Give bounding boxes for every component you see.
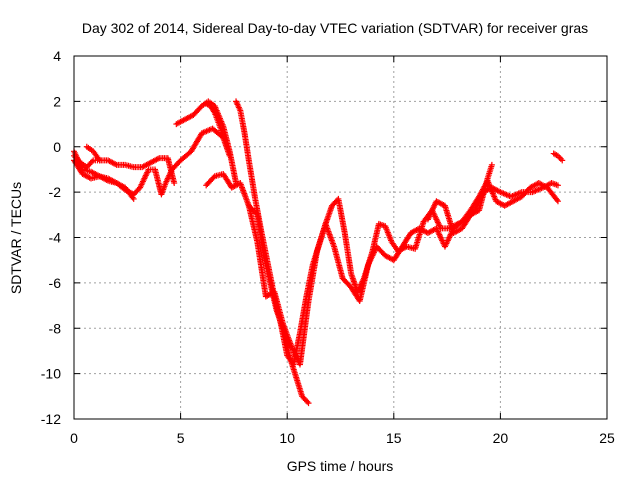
data-point-interp (88, 158, 95, 165)
x-tick-label: 15 (386, 430, 402, 446)
y-tick-label: -12 (41, 411, 61, 427)
y-tick-label: 4 (53, 48, 61, 64)
chart-title: Day 302 of 2014, Sidereal Day-to-day VTE… (82, 20, 588, 36)
data-point (171, 180, 178, 187)
series-track-i (245, 177, 561, 368)
x-tick-label: 25 (599, 430, 615, 446)
axis-ticks (73, 55, 608, 420)
y-tick-label: -10 (41, 366, 61, 382)
y-tick-label: -8 (49, 320, 62, 336)
data-point (488, 161, 495, 168)
data-point-interp (304, 398, 311, 405)
x-tick-labels: 0 5 10 15 20 25 (70, 430, 615, 446)
x-tick-label: 0 (70, 430, 78, 446)
y-tick-label: -4 (49, 230, 62, 246)
data-point (96, 157, 103, 164)
x-axis-label: GPS time / hours (287, 458, 394, 474)
data-point (222, 136, 229, 143)
y-axis-label: SDTVAR / TECUs (8, 182, 24, 294)
data-point (559, 157, 566, 164)
series-track-f (203, 100, 229, 143)
data-point (130, 195, 137, 202)
data-point (554, 198, 561, 205)
data-point-interp (553, 196, 560, 203)
x-tick-label: 10 (279, 430, 295, 446)
y-tick-label: 0 (53, 139, 61, 155)
y-tick-label: -2 (49, 184, 62, 200)
data-point (305, 400, 312, 407)
grid-lines (74, 56, 607, 419)
y-tick-label: -6 (49, 275, 62, 291)
series-track-c (71, 157, 137, 202)
series-track-k (550, 150, 566, 164)
x-tick-label: 20 (493, 430, 509, 446)
data-points (71, 98, 566, 407)
data-point (554, 182, 561, 189)
series-track-j (424, 161, 495, 236)
y-tick-labels: 4 2 0 -2 -4 -6 -8 -10 -12 (41, 48, 61, 427)
series-track-d (83, 143, 103, 164)
y-tick-label: 2 (53, 93, 61, 109)
x-tick-label: 5 (177, 430, 185, 446)
